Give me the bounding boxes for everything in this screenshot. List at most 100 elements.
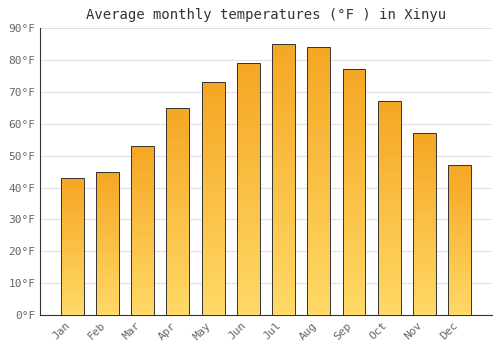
Bar bbox=[60, 219, 84, 221]
Bar bbox=[96, 299, 119, 301]
Bar bbox=[237, 237, 260, 240]
Bar bbox=[448, 203, 471, 205]
Bar bbox=[60, 181, 84, 183]
Bar bbox=[202, 310, 224, 313]
Bar bbox=[202, 82, 224, 315]
Bar bbox=[272, 227, 295, 231]
Bar bbox=[413, 236, 436, 238]
Bar bbox=[378, 262, 400, 265]
Bar bbox=[272, 84, 295, 88]
Bar bbox=[131, 239, 154, 241]
Bar bbox=[202, 274, 224, 278]
Bar bbox=[131, 172, 154, 174]
Bar bbox=[272, 81, 295, 84]
Bar bbox=[272, 207, 295, 210]
Bar bbox=[413, 261, 436, 263]
Bar bbox=[237, 69, 260, 72]
Bar bbox=[378, 155, 400, 158]
Bar bbox=[60, 288, 84, 290]
Bar bbox=[202, 167, 224, 169]
Bar bbox=[342, 248, 365, 251]
Bar bbox=[378, 190, 400, 192]
Bar bbox=[378, 251, 400, 254]
Bar bbox=[202, 134, 224, 138]
Bar bbox=[96, 271, 119, 272]
Bar bbox=[131, 290, 154, 292]
Bar bbox=[237, 186, 260, 189]
Bar bbox=[60, 240, 84, 242]
Bar bbox=[308, 97, 330, 100]
Bar bbox=[448, 274, 471, 276]
Bar bbox=[237, 205, 260, 208]
Bar bbox=[96, 173, 119, 175]
Bar bbox=[378, 243, 400, 246]
Bar bbox=[166, 308, 190, 310]
Bar bbox=[448, 244, 471, 246]
Bar bbox=[378, 246, 400, 248]
Bar bbox=[448, 304, 471, 306]
Bar bbox=[96, 240, 119, 242]
Bar bbox=[237, 195, 260, 198]
Bar bbox=[342, 211, 365, 214]
Bar bbox=[60, 300, 84, 302]
Bar bbox=[308, 268, 330, 272]
Bar bbox=[131, 296, 154, 299]
Bar bbox=[237, 224, 260, 227]
Bar bbox=[448, 219, 471, 222]
Bar bbox=[272, 196, 295, 200]
Bar bbox=[272, 68, 295, 71]
Bar bbox=[272, 139, 295, 142]
Bar bbox=[96, 288, 119, 290]
Bar bbox=[202, 103, 224, 105]
Bar bbox=[237, 271, 260, 274]
Bar bbox=[413, 229, 436, 231]
Bar bbox=[308, 154, 330, 158]
Bar bbox=[342, 208, 365, 211]
Bar bbox=[60, 198, 84, 200]
Bar bbox=[60, 298, 84, 300]
Bar bbox=[342, 214, 365, 217]
Bar bbox=[202, 239, 224, 243]
Bar bbox=[202, 193, 224, 196]
Bar bbox=[448, 278, 471, 280]
Bar bbox=[342, 186, 365, 189]
Bar bbox=[166, 186, 190, 188]
Bar bbox=[202, 178, 224, 181]
Bar bbox=[413, 154, 436, 156]
Bar bbox=[448, 291, 471, 293]
Bar bbox=[237, 180, 260, 183]
Bar bbox=[342, 171, 365, 174]
Bar bbox=[342, 217, 365, 220]
Bar bbox=[272, 50, 295, 54]
Bar bbox=[308, 117, 330, 121]
Bar bbox=[60, 204, 84, 205]
Bar bbox=[96, 227, 119, 229]
Bar bbox=[308, 302, 330, 305]
Bar bbox=[272, 44, 295, 47]
Bar bbox=[413, 306, 436, 309]
Bar bbox=[378, 144, 400, 147]
Bar bbox=[378, 273, 400, 275]
Bar bbox=[202, 280, 224, 283]
Bar bbox=[413, 226, 436, 229]
Bar bbox=[237, 76, 260, 79]
Bar bbox=[378, 286, 400, 289]
Bar bbox=[448, 169, 471, 171]
Bar bbox=[166, 217, 190, 219]
Bar bbox=[272, 244, 295, 247]
Bar bbox=[342, 281, 365, 285]
Bar bbox=[166, 251, 190, 253]
Bar bbox=[237, 296, 260, 300]
Bar bbox=[166, 206, 190, 209]
Bar bbox=[131, 212, 154, 214]
Bar bbox=[413, 302, 436, 304]
Bar bbox=[413, 277, 436, 279]
Bar bbox=[448, 206, 471, 208]
Bar bbox=[96, 294, 119, 296]
Bar bbox=[378, 313, 400, 315]
Bar bbox=[413, 172, 436, 174]
Bar bbox=[342, 220, 365, 223]
Bar bbox=[448, 182, 471, 184]
Bar bbox=[342, 134, 365, 137]
Bar bbox=[131, 210, 154, 212]
